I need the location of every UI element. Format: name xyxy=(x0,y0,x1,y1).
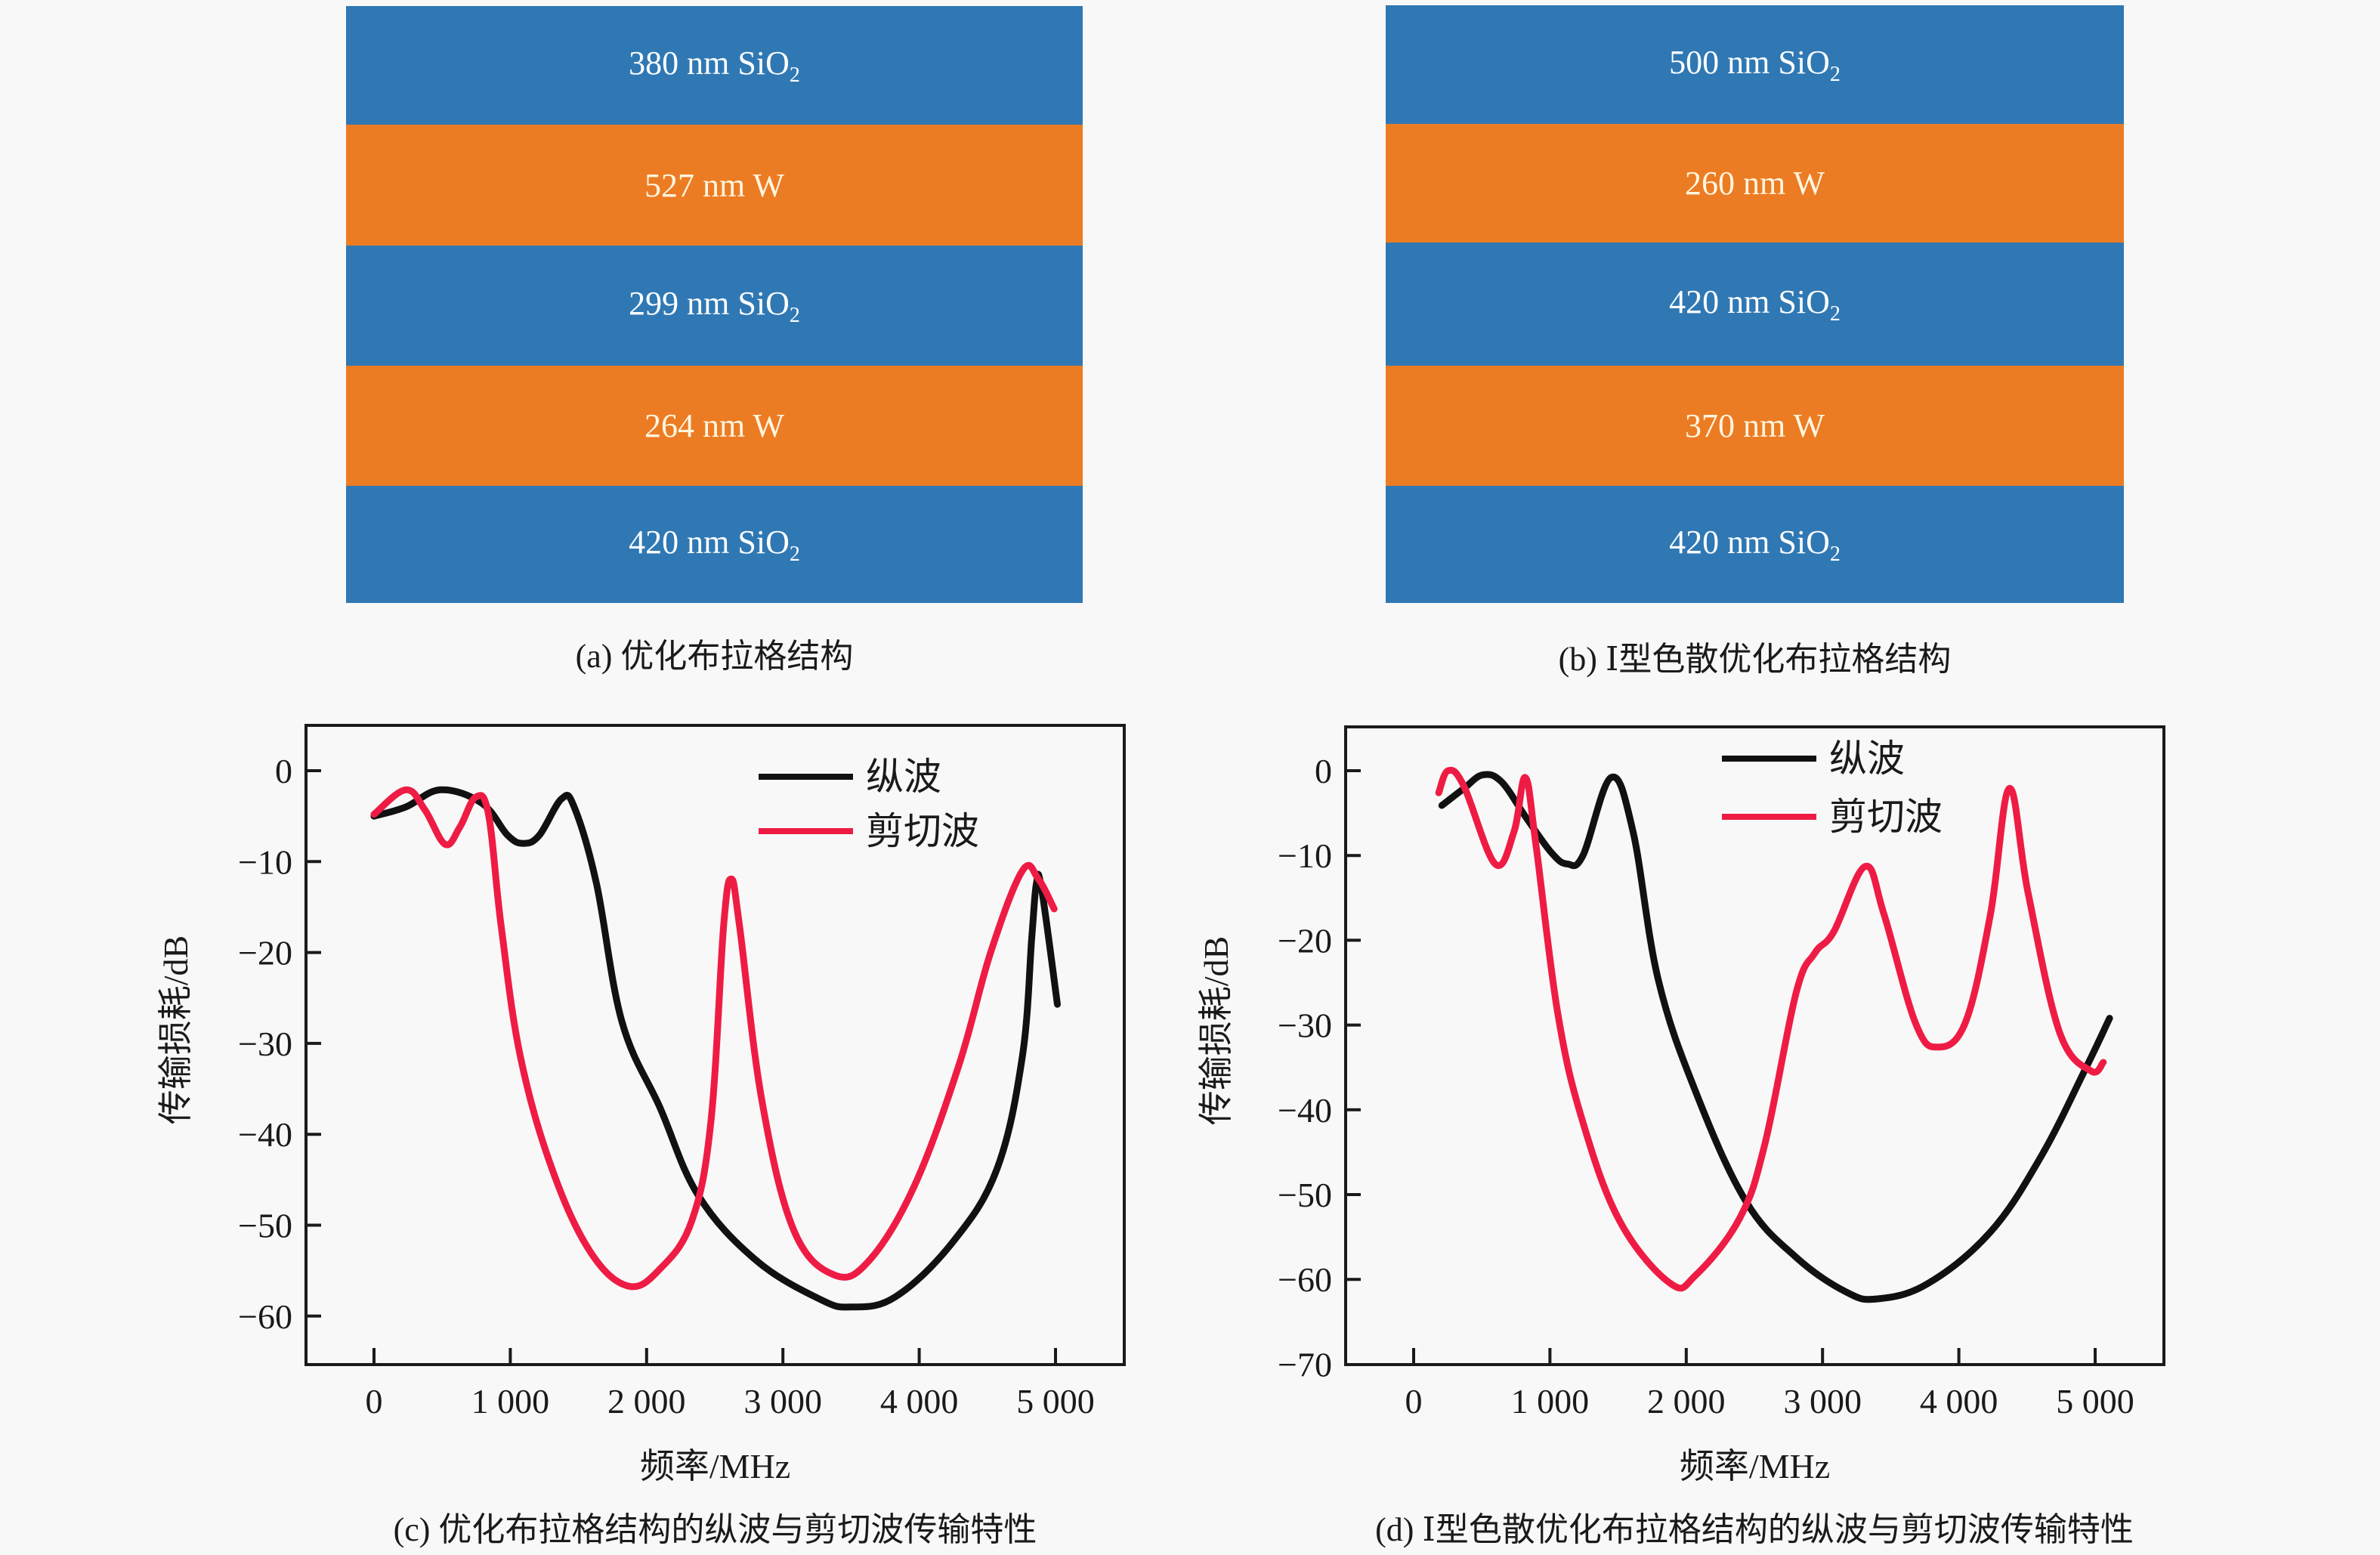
series-line-shear xyxy=(1435,766,2107,1292)
layer-material-subscript: 2 xyxy=(789,63,800,87)
x-tick-label: 4 000 xyxy=(880,1382,959,1421)
layer-material: SiO xyxy=(1778,283,1830,320)
layer-label: 260 nm W xyxy=(1685,164,1825,202)
y-tick-label: 0 xyxy=(275,752,292,790)
plot-frame xyxy=(1344,725,2165,1366)
plot-frame xyxy=(304,724,1126,1366)
layer-w: 260 nm W xyxy=(1386,124,2124,243)
layer-thickness: 370 nm xyxy=(1685,407,1786,444)
x-tick-label: 0 xyxy=(1405,1382,1423,1421)
layer-material: SiO xyxy=(737,284,790,322)
y-axis-title: 传输损耗/dB xyxy=(156,935,195,1124)
caption-d: (d) Ⅰ型色散优化布拉格结构的纵波与剪切波传输特性 xyxy=(1375,1511,2134,1548)
y-tick-label: −50 xyxy=(1278,1176,1332,1214)
caption-c: (c) 优化布拉格结构的纵波与剪切波传输特性 xyxy=(393,1511,1037,1548)
layer-label: 420 nm SiO2 xyxy=(1669,523,1841,567)
x-axis-title: 频率/MHz xyxy=(1680,1447,1830,1485)
layer-material: SiO xyxy=(737,523,790,561)
legend-label: 剪切波 xyxy=(1829,796,1943,838)
layer-material-subscript: 2 xyxy=(1829,62,1841,86)
layer-label: 299 nm SiO2 xyxy=(629,284,800,328)
layer-label: 527 nm W xyxy=(644,166,784,205)
layer-thickness: 527 nm xyxy=(644,166,746,204)
layer-sio2: 420 nm SiO2 xyxy=(346,486,1083,603)
legend-label: 纵波 xyxy=(1829,737,1905,780)
y-tick-label: −70 xyxy=(1278,1345,1332,1383)
layer-thickness: 420 nm xyxy=(1669,283,1770,320)
x-tick-label: 2 000 xyxy=(1647,1382,1726,1421)
legend-label: 剪切波 xyxy=(866,810,979,852)
x-tick-label: 1 000 xyxy=(471,1382,550,1421)
layer-material-subscript: 2 xyxy=(789,542,800,566)
layer-thickness: 264 nm xyxy=(644,407,746,444)
layer-label: 420 nm SiO2 xyxy=(1669,283,1841,326)
layer-material: W xyxy=(753,407,784,444)
layer-sio2: 299 nm SiO2 xyxy=(346,246,1083,366)
layer-w: 370 nm W xyxy=(1386,366,2124,486)
x-tick-label: 0 xyxy=(366,1382,383,1421)
layer-w: 527 nm W xyxy=(346,125,1083,246)
x-tick-label: 3 000 xyxy=(1783,1382,1862,1421)
x-tick-label: 2 000 xyxy=(607,1382,686,1421)
layer-thickness: 420 nm xyxy=(629,523,730,561)
layer-w: 264 nm W xyxy=(346,366,1083,486)
layer-label: 420 nm SiO2 xyxy=(629,523,800,567)
y-tick-label: −30 xyxy=(238,1025,292,1063)
layer-sio2: 500 nm SiO2 xyxy=(1386,5,2124,124)
x-tick-label: 5 000 xyxy=(1016,1382,1095,1421)
caption-b: (b) Ⅰ型色散优化布拉格结构 xyxy=(1558,641,1952,678)
legend-label: 纵波 xyxy=(866,756,941,798)
x-tick-label: 3 000 xyxy=(743,1382,822,1421)
layer-material-subscript: 2 xyxy=(789,303,800,327)
layer-stack-a: 380 nm SiO2 527 nm W 299 nm SiO2 264 nm W 42… xyxy=(346,6,1083,603)
layer-material: SiO xyxy=(737,44,790,82)
y-axis-title: 传输损耗/dB xyxy=(1197,936,1235,1125)
layer-stack-b: 500 nm SiO2 260 nm W 420 nm SiO2 370 nm W 42… xyxy=(1386,5,2124,603)
layer-thickness: 299 nm xyxy=(629,284,730,322)
layer-label: 500 nm SiO2 xyxy=(1669,43,1841,87)
x-tick-label: 4 000 xyxy=(1920,1382,1998,1421)
y-tick-label: −20 xyxy=(238,934,292,972)
y-tick-label: −10 xyxy=(1278,836,1332,875)
y-tick-label: −40 xyxy=(1278,1091,1332,1130)
y-tick-label: −40 xyxy=(238,1115,292,1154)
layer-material: W xyxy=(753,166,784,204)
layer-thickness: 260 nm xyxy=(1685,165,1786,202)
caption-a: (a) 优化布拉格结构 xyxy=(575,638,854,675)
layer-thickness: 420 nm xyxy=(1669,523,1770,561)
series-line-longitudinal xyxy=(1438,771,2113,1303)
layer-sio2: 420 nm SiO2 xyxy=(1386,486,2124,603)
series-line-shear xyxy=(370,786,1058,1291)
layer-material: SiO xyxy=(1778,43,1830,81)
layer-sio2: 380 nm SiO2 xyxy=(346,6,1083,125)
y-tick-label: −10 xyxy=(238,842,292,881)
y-tick-label: 0 xyxy=(1315,752,1332,790)
y-tick-label: −20 xyxy=(1278,921,1332,960)
x-tick-label: 5 000 xyxy=(2056,1382,2134,1421)
layer-sio2: 420 nm SiO2 xyxy=(1386,243,2124,366)
layer-thickness: 500 nm xyxy=(1669,43,1770,81)
layer-material-subscript: 2 xyxy=(1829,301,1841,326)
y-tick-label: −30 xyxy=(1278,1006,1332,1045)
layer-material: SiO xyxy=(1778,523,1830,561)
layer-label: 264 nm W xyxy=(644,407,784,445)
layer-material: W xyxy=(1793,165,1825,202)
y-tick-label: −50 xyxy=(238,1207,292,1245)
x-axis-title: 频率/MHz xyxy=(640,1447,790,1485)
layer-label: 370 nm W xyxy=(1685,407,1825,445)
y-tick-label: −60 xyxy=(238,1297,292,1336)
layer-material: W xyxy=(1793,407,1825,444)
y-tick-label: −60 xyxy=(1278,1260,1332,1299)
layer-material-subscript: 2 xyxy=(1829,542,1841,566)
x-tick-label: 1 000 xyxy=(1511,1382,1590,1421)
layer-label: 380 nm SiO2 xyxy=(629,44,800,88)
layer-thickness: 380 nm xyxy=(629,44,730,82)
